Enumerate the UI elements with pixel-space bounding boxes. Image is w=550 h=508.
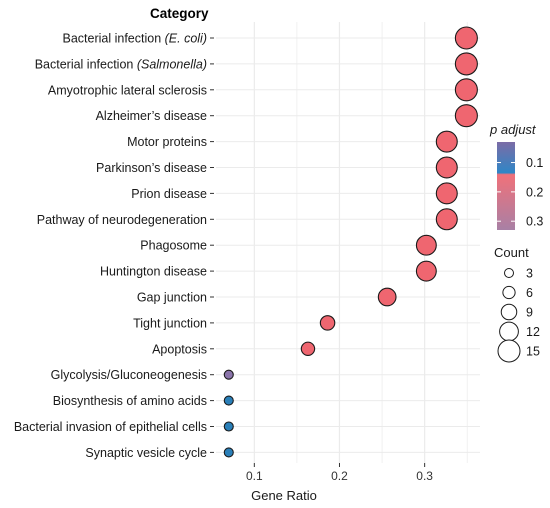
data-point [300,341,316,357]
category-label: Prion disease [131,187,207,201]
data-point [435,182,458,205]
size-legend-title: Count [494,245,529,260]
category-label: Huntington disease [100,265,207,279]
data-point [223,369,234,380]
data-point [415,260,437,282]
data-point [319,315,336,331]
data-point [223,395,234,406]
size-legend-circle [504,268,514,278]
category-label: Apoptosis [152,342,207,356]
category-label: Bacterial infection (E. coli) [62,32,207,46]
category-label: Motor proteins [127,135,207,149]
color-legend-ticks: 0.1 0.2 0.3 [497,156,543,229]
data-point [454,78,478,102]
x-tick-label: 0.2 [331,469,348,483]
category-label: Amyotrophic lateral sclerosis [48,83,207,97]
color-legend-title: p adjust [489,122,537,137]
size-legend-label: 12 [526,325,540,339]
category-label: Tight junction [133,316,207,330]
category-label: Phagosome [140,239,207,253]
data-point [454,52,478,76]
size-legend-label: 15 [526,345,540,359]
data-point [435,208,458,231]
size-legend-circle [497,339,521,363]
color-tick-label: 0.2 [526,185,543,199]
category-label: Biosynthesis of amino acids [53,394,207,408]
size-legend-circle [502,285,516,300]
category-label: Bacterial infection (Salmonella) [35,57,207,71]
data-point [223,421,234,432]
category-label: Alzheimer’s disease [96,109,207,123]
data-point [435,130,458,153]
size-legend-circle [500,303,518,321]
category-labels: Bacterial infection (E. coli) Bacterial i… [14,32,214,460]
color-tick-label: 0.1 [526,156,543,170]
color-bar [497,142,515,230]
color-tick-label: 0.3 [526,215,543,229]
chart-title: Category [150,6,209,21]
x-tick-label: 0.3 [416,469,433,483]
grid [216,22,480,463]
size-legend-label: 9 [526,306,533,320]
points [223,26,478,458]
category-label: Glycolysis/Gluconeogenesis [51,368,207,382]
size-legend: 3 6 9 12 15 [497,267,540,363]
data-point [454,26,478,50]
data-point [223,447,234,458]
data-point [454,104,478,128]
category-label: Parkinson’s disease [96,161,207,175]
category-label: Pathway of neurodegeneration [37,213,207,227]
x-axis-title: Gene Ratio [251,488,317,503]
data-point [415,234,437,256]
x-axis-ticks: 0.1 0.2 0.3 [246,463,433,483]
x-tick-label: 0.1 [246,469,263,483]
size-legend-label: 3 [526,267,533,281]
size-legend-circle [499,321,519,342]
size-legend-label: 6 [526,286,533,300]
category-label: Synaptic vesicle cycle [85,446,207,460]
data-point [435,156,458,179]
category-label: Bacterial invasion of epithelial cells [14,420,207,434]
data-point [377,287,397,307]
category-label: Gap junction [137,291,207,305]
